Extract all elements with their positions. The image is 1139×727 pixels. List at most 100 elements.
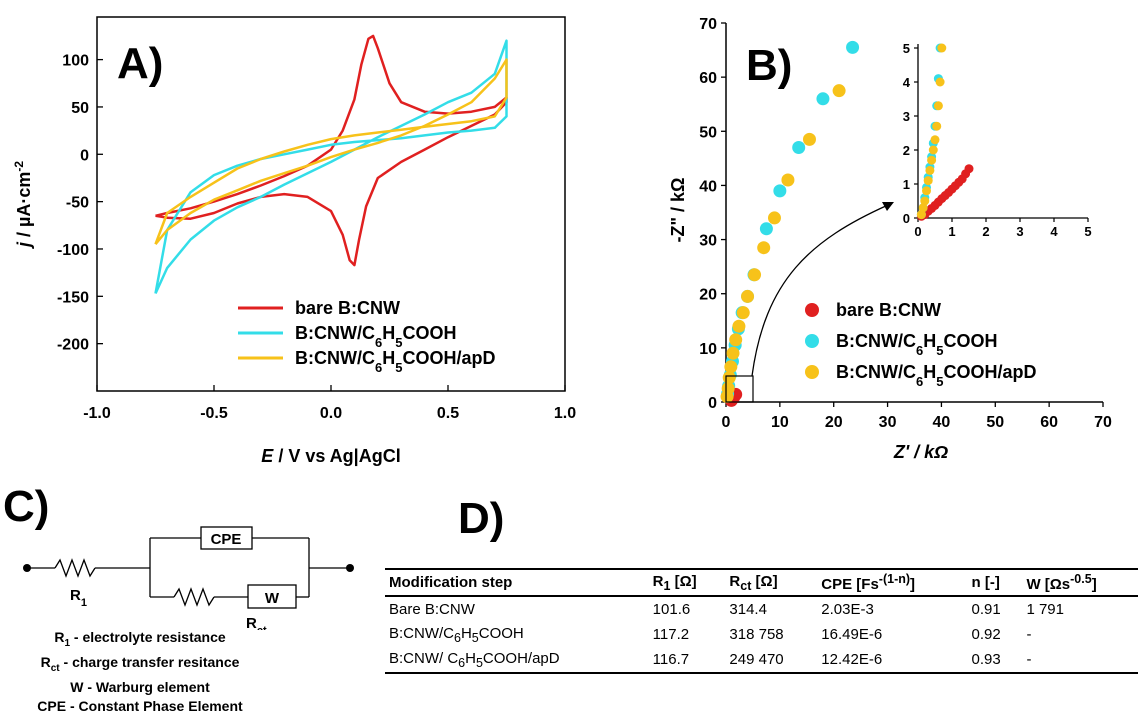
inset-x-tick-label: 2 — [982, 224, 989, 239]
circuit-legend-item: R1 - electrolyte resistance — [54, 629, 226, 649]
inset-y-tick-label: 1 — [903, 177, 910, 192]
x-tick-label: 50 — [986, 414, 1004, 431]
table-cell: - — [1026, 651, 1032, 668]
legend-marker — [805, 303, 819, 317]
data-point-2 — [832, 84, 846, 98]
y-tick-label: 30 — [699, 233, 717, 250]
y-tick-label: 50 — [71, 100, 89, 117]
y-tick-label: 10 — [699, 341, 717, 358]
data-point-2 — [781, 173, 795, 187]
data-point-2 — [721, 381, 735, 395]
panel-label-c: C) — [3, 482, 50, 531]
rct-label: Rct — [246, 615, 267, 630]
y-tick-label: 40 — [699, 178, 717, 195]
data-point-1 — [759, 222, 773, 236]
table-cell: 101.6 — [652, 601, 691, 618]
inset-x-tick-label: 3 — [1016, 224, 1023, 239]
col-header: Rct [Ω] — [729, 572, 778, 593]
legend-label: B:CNW/C6H5COOH/apD — [836, 362, 1036, 389]
table-cell: 16.49E-6 — [821, 626, 883, 643]
zoom-arrow — [751, 204, 889, 377]
col-header: Modification step — [389, 574, 513, 591]
data-point-2 — [724, 360, 738, 374]
table-cell: 0.93 — [971, 651, 1001, 668]
table-cell: B:CNW/C6H5COOH — [389, 624, 524, 645]
table-cell: 0.92 — [971, 626, 1001, 643]
x-tick-label: 20 — [825, 414, 843, 431]
x-tick-label: 70 — [1094, 414, 1112, 431]
resistor-rct — [173, 587, 215, 607]
y-tick-label: 60 — [699, 70, 717, 87]
circuit-legend-item: CPE - Constant Phase Element — [37, 697, 243, 714]
resistor-r1 — [54, 558, 96, 578]
series-line-1 — [154, 39, 508, 295]
table-header-row: Modification step R1 [Ω] Rct [Ω] CPE [Fs… — [385, 569, 1138, 596]
table-cell: 249 470 — [729, 651, 784, 668]
data-point-2 — [748, 268, 762, 282]
inset-point-2 — [916, 210, 926, 220]
x-axis-label: E / V vs Ag|AgCl — [261, 446, 400, 466]
inset-point-2 — [932, 121, 942, 131]
col-header: CPE [Fs-(1-n)] — [821, 572, 916, 593]
inset-y-tick-label: 3 — [903, 109, 910, 124]
inset-point-2 — [922, 186, 931, 196]
inset-point-2 — [925, 165, 935, 175]
panel-label-d: D) — [458, 494, 505, 543]
inset-point-2 — [930, 135, 940, 145]
x-tick-label: 60 — [1040, 414, 1058, 431]
data-point-1 — [816, 92, 830, 106]
col-header: n [-] — [971, 574, 1000, 591]
col-header: R1 [Ω] — [652, 572, 697, 593]
table-cell: 2.03E-3 — [821, 601, 874, 618]
inset-point-2 — [920, 196, 930, 206]
zoom-box — [725, 375, 754, 403]
x-tick-label: 40 — [933, 414, 951, 431]
table-cell: 12.42E-6 — [821, 651, 883, 668]
inset-point-2 — [928, 145, 938, 155]
inset-x-tick-label: 4 — [1050, 224, 1058, 239]
x-tick-label: 10 — [771, 414, 789, 431]
table-cell: 117.2 — [652, 626, 690, 643]
inset-y-tick-label: 2 — [903, 143, 910, 158]
terminal-right — [346, 564, 354, 572]
inset-point-2 — [927, 155, 937, 165]
y-tick-label: -150 — [57, 289, 89, 306]
inset-point-2 — [923, 176, 933, 186]
y-tick-label: 70 — [699, 16, 717, 33]
y-axis: 0 10 20 30 40 50 60 70 — [699, 16, 726, 412]
legend-label: B:CNW/C6H5COOH — [836, 331, 997, 358]
inset-y-tick-label: 4 — [903, 75, 911, 90]
col-header: W [Ωs-0.5] — [1026, 572, 1097, 593]
y-tick-label: 50 — [699, 124, 717, 141]
data-point-2 — [729, 333, 743, 347]
series-group — [720, 40, 860, 407]
table-cell: 116.7 — [652, 651, 690, 668]
data-point-2 — [767, 211, 781, 225]
y-axis: -200 -150 -100 -50 0 50 100 — [57, 53, 103, 354]
table-row: B:CNW/ C6H5COOH/apD 116.7 249 470 12.42E-6 0… — [385, 647, 1138, 673]
y-tick-label: 100 — [62, 53, 89, 70]
inset-y-tick-label: 5 — [903, 41, 910, 56]
data-point-2 — [732, 319, 746, 333]
series-line-2 — [154, 58, 508, 245]
table-cell: 1 791 — [1026, 601, 1064, 618]
data-point-1 — [846, 40, 860, 54]
x-tick-label: 1.0 — [554, 405, 576, 422]
table-cell: 314.4 — [729, 601, 767, 618]
circuit-legend: R1 - electrolyte resistance Rct - charge … — [0, 628, 280, 716]
y-tick-label: 20 — [699, 287, 717, 304]
legend-marker — [805, 365, 819, 379]
table-row: B:CNW/C6H5COOH 117.2 318 758 16.49E-6 0.92 - — [385, 622, 1138, 647]
inset-x-tick-label: 5 — [1084, 224, 1091, 239]
y-tick-label: -100 — [57, 242, 89, 259]
legend-label: bare B:CNW — [836, 300, 941, 320]
data-point-2 — [736, 306, 750, 320]
data-point-2 — [741, 289, 755, 303]
x-tick-label: -0.5 — [200, 405, 228, 422]
y-axis-label: j / µA·cm-2 — [12, 161, 34, 249]
inset-x-tick-label: 1 — [948, 224, 955, 239]
cv-chart: A) -200 -150 -100 -50 0 50 100 -1.0 -0.5 0.0 0.5 1… — [12, 16, 576, 466]
legend-label: B:CNW/C6H5COOH/apD — [295, 348, 495, 375]
inset-y-tick-label: 0 — [903, 211, 910, 226]
